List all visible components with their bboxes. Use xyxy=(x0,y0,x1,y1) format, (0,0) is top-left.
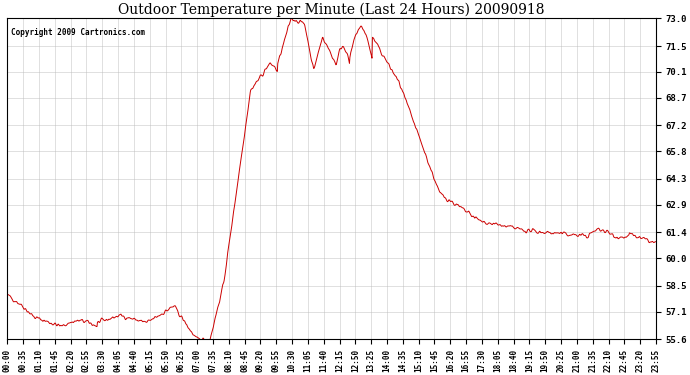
Title: Outdoor Temperature per Minute (Last 24 Hours) 20090918: Outdoor Temperature per Minute (Last 24 … xyxy=(119,3,545,17)
Text: Copyright 2009 Cartronics.com: Copyright 2009 Cartronics.com xyxy=(10,28,145,37)
